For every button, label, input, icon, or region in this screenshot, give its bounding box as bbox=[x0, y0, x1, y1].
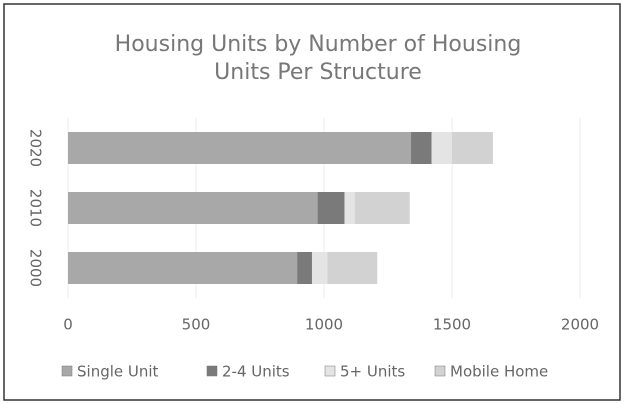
bar-segment bbox=[311, 252, 328, 284]
bar-segment bbox=[452, 132, 493, 164]
bar-segment bbox=[68, 252, 298, 284]
bar-segment bbox=[297, 252, 312, 284]
legend-label: 5+ Units bbox=[340, 363, 405, 381]
bar-segment bbox=[317, 192, 345, 224]
legend-label: Single Unit bbox=[77, 363, 159, 381]
x-tick-label: 1000 bbox=[305, 316, 343, 334]
bar-segment bbox=[431, 132, 452, 164]
bar-segment bbox=[68, 132, 412, 164]
x-tick-label: 0 bbox=[63, 316, 73, 334]
bar-segment bbox=[68, 192, 318, 224]
legend-swatch bbox=[206, 365, 218, 377]
bar-segment bbox=[354, 192, 410, 224]
y-tick-label: 2010 bbox=[27, 189, 45, 227]
y-tick-label: 2020 bbox=[27, 129, 45, 167]
x-tick-label: 2000 bbox=[561, 316, 599, 334]
x-tick-label: 500 bbox=[182, 316, 211, 334]
chart-title: Units Per Structure bbox=[214, 60, 422, 85]
x-tick-label: 1500 bbox=[433, 316, 471, 334]
bar-segment bbox=[344, 192, 355, 224]
bar-segment bbox=[327, 252, 378, 284]
legend-label: Mobile Home bbox=[450, 363, 548, 381]
legend-swatch bbox=[61, 365, 73, 377]
legend-swatch bbox=[324, 365, 336, 377]
chart-title: Housing Units by Number of Housing bbox=[115, 32, 522, 57]
y-tick-label: 2000 bbox=[27, 249, 45, 287]
legend-label: 2-4 Units bbox=[222, 363, 290, 381]
bar-segment bbox=[411, 132, 432, 164]
legend-swatch bbox=[434, 365, 446, 377]
